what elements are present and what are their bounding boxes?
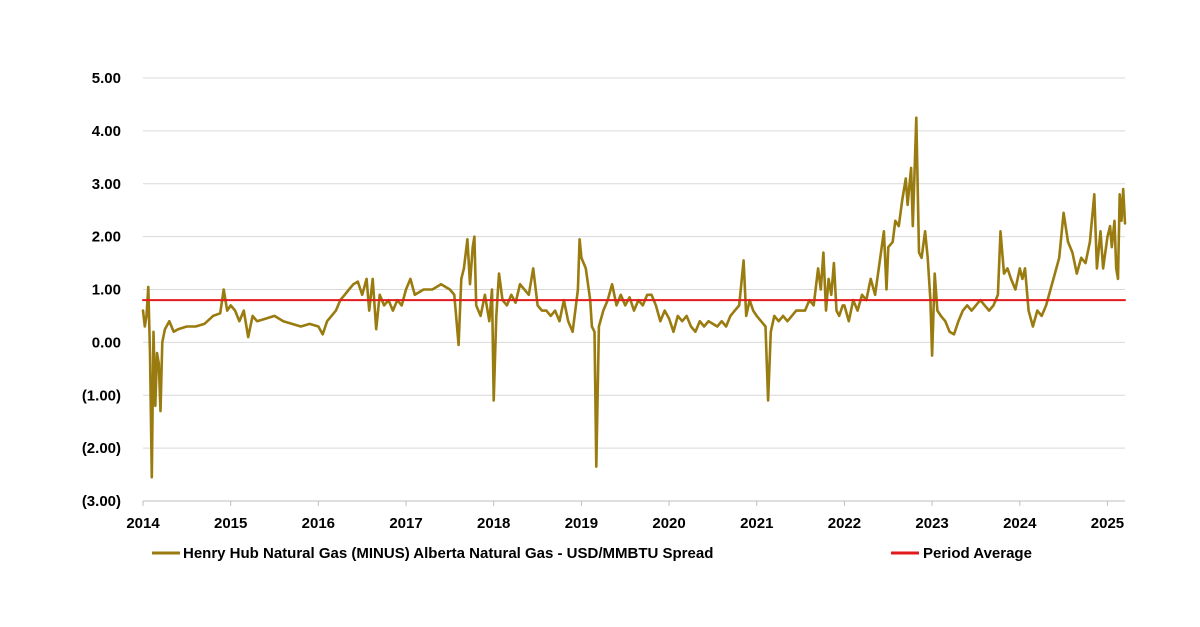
y-tick-label: 2.00 (92, 229, 121, 246)
y-tick-label: 4.00 (92, 123, 121, 140)
x-tick-label: 2022 (828, 515, 861, 532)
plot-area (141, 116, 1127, 479)
x-tick-label: 2023 (915, 515, 948, 532)
x-tick-label: 2019 (565, 515, 598, 532)
x-tick-label: 2025 (1091, 515, 1124, 532)
gridlines (143, 77, 1125, 502)
x-tick-label: 2016 (302, 515, 335, 532)
y-tick-label: 0.00 (92, 334, 121, 351)
y-tick-label: 3.00 (92, 176, 121, 193)
legend-label-spread: Henry Hub Natural Gas (MINUS) Alberta Na… (183, 545, 713, 562)
legend-label-period-average: Period Average (923, 545, 1032, 562)
x-tick-label: 2015 (214, 515, 247, 532)
y-tick-label: (1.00) (82, 387, 121, 404)
y-axis: (3.00) (2.00) (1.00) 0.00 1.00 2.00 3.00 4.00 5.… (82, 70, 121, 510)
y-tick-label: 1.00 (92, 282, 121, 299)
legend: Henry Hub Natural Gas (MINUS) Alberta Na… (152, 545, 1032, 562)
y-tick-label: (3.00) (82, 493, 121, 510)
x-tick-label: 2024 (1003, 515, 1037, 532)
y-tick-label: 5.00 (92, 70, 121, 87)
x-tick-label: 2017 (389, 515, 422, 532)
x-axis: 2014 2015 2016 2017 2018 2019 2020 2021 2022 2023… (126, 500, 1125, 532)
series-line-spread (141, 116, 1127, 479)
x-tick-label: 2014 (126, 515, 160, 532)
x-tick-label: 2020 (652, 515, 685, 532)
y-tick-label: (2.00) (82, 440, 121, 457)
x-tick-label: 2021 (740, 515, 773, 532)
x-tick-label: 2018 (477, 515, 510, 532)
